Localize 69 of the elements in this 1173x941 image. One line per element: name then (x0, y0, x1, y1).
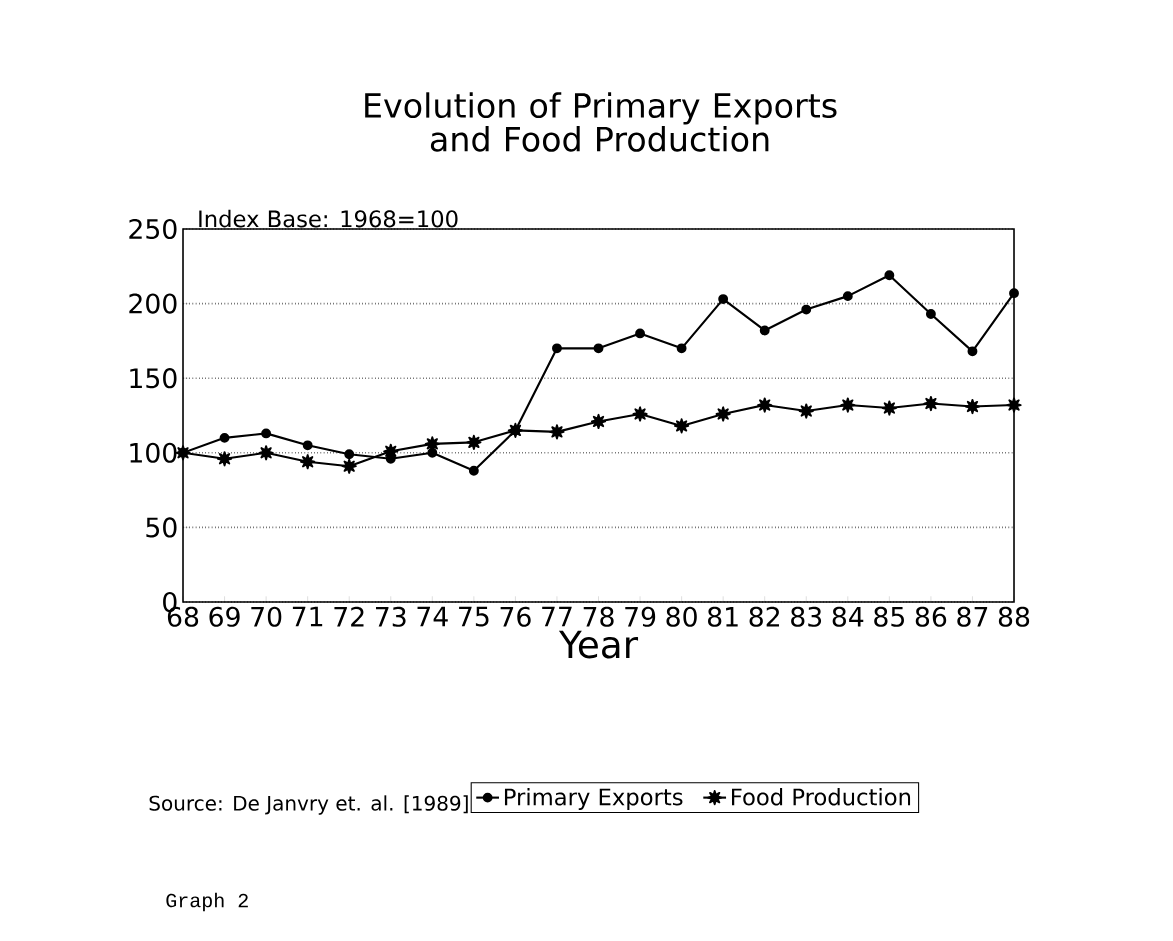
x-tick-label: 79 (625, 606, 656, 627)
x-tick-label: 85 (874, 606, 904, 627)
legend-label: Food Production (732, 788, 911, 806)
point (1009, 288, 1019, 299)
point (302, 440, 313, 451)
x-tick-label: 70 (251, 606, 282, 627)
x-tick-label: 84 (832, 606, 864, 627)
y-tick-label: 200 (129, 293, 177, 314)
point (258, 445, 274, 461)
point (801, 304, 812, 315)
x-tick-label: 81 (708, 606, 738, 627)
point (216, 451, 233, 467)
y-axis-title: Index Base: 1968=100 (199, 209, 458, 228)
x-tick-label: 74 (417, 606, 448, 627)
chart-title: Evolution of Primary Exports and Food Production (365, 92, 837, 152)
point (344, 449, 355, 460)
point (925, 309, 936, 319)
point (798, 403, 814, 419)
point (549, 424, 565, 440)
caption: Graph 2 (166, 892, 248, 912)
x-tick-label: 86 (915, 606, 947, 627)
point (1006, 397, 1022, 413)
x-tick-label: 71 (292, 606, 323, 627)
x-tick-label: 75 (459, 606, 489, 627)
point (261, 428, 272, 439)
point (964, 398, 981, 415)
point (923, 395, 939, 412)
y-tick-label: 250 (129, 218, 177, 240)
point (424, 436, 440, 452)
point (967, 346, 978, 357)
point (674, 418, 690, 434)
x-tick-label: 80 (666, 606, 697, 627)
point (718, 294, 729, 305)
x-tick-label: 69 (209, 606, 240, 627)
y-tick-label: 50 (146, 517, 177, 538)
point (715, 406, 731, 422)
point (468, 465, 479, 476)
x-tick-label: 72 (334, 606, 364, 627)
point (635, 328, 645, 339)
legend-label: Primary Exports (504, 788, 683, 810)
point (759, 325, 770, 336)
y-tick-label: 100 (130, 442, 177, 463)
point (676, 343, 687, 354)
x-tick-label: 83 (791, 606, 822, 627)
point (383, 443, 399, 459)
point (757, 397, 773, 413)
y-tick-label: 150 (130, 368, 177, 389)
x-tick-label: 76 (500, 606, 531, 627)
point (552, 343, 562, 354)
point (884, 270, 895, 281)
x-tick-label: 87 (957, 606, 988, 627)
point (842, 291, 853, 302)
point (427, 447, 438, 458)
point (840, 397, 856, 413)
point (300, 454, 316, 470)
point (593, 343, 604, 354)
point (341, 458, 357, 474)
source-note: Source: De Janvry et. al. [1989] (149, 795, 468, 815)
x-tick-label: 88 (998, 606, 1030, 627)
x-tick-label: 77 (542, 606, 572, 627)
x-axis-title: Year (558, 630, 639, 659)
point (590, 413, 607, 430)
point (466, 434, 482, 450)
point (219, 432, 230, 443)
x-tick-label: 73 (375, 606, 406, 627)
x-tick-label: 82 (749, 606, 779, 627)
point (632, 406, 648, 422)
point (881, 400, 897, 416)
x-tick-label: 78 (583, 606, 614, 627)
